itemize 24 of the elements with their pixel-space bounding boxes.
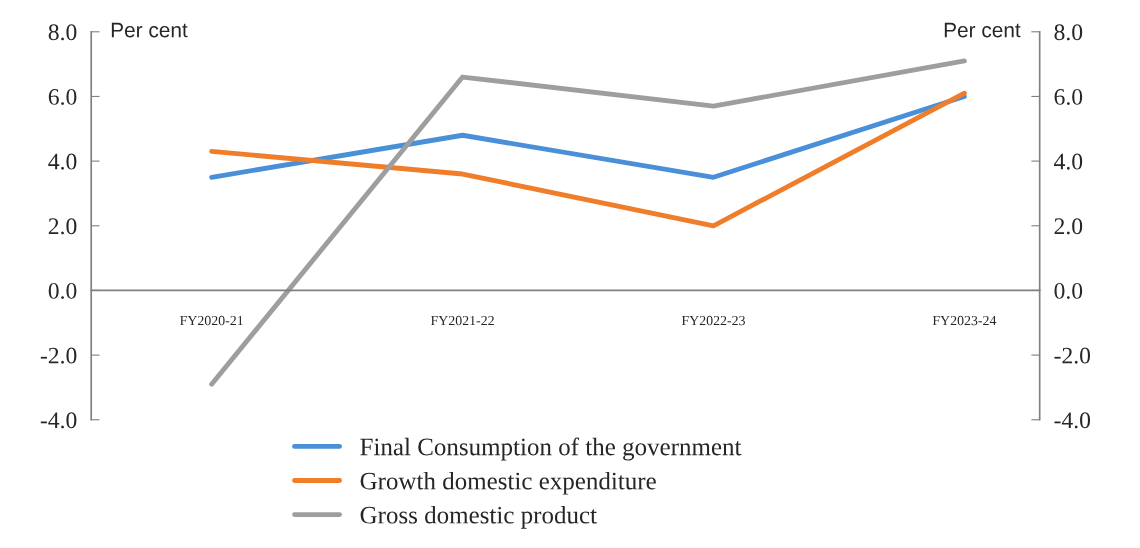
y2-tick-label: 0.0	[1054, 282, 1083, 299]
y2-tick-label: 4.0	[1054, 153, 1083, 170]
legend-label: Growth domestic expenditure	[360, 471, 656, 495]
legend-label: Gross domestic product	[360, 506, 597, 529]
y2-axis-title: Per cent	[944, 22, 1021, 38]
y2-tick-label: 2.0	[1054, 218, 1083, 235]
x-tick-label: FY2023-24	[932, 315, 997, 326]
y-tick-label: 0.0	[48, 282, 77, 299]
legend-label: Final Consumption of the government	[360, 437, 742, 461]
y2-tick-label: 8.0	[1054, 24, 1083, 41]
x-tick-label: FY2022-23	[681, 315, 745, 326]
y-tick-label: 2.0	[48, 218, 77, 235]
y-axis-title: Per cent	[111, 22, 188, 38]
y2-tick-label: 6.0	[1054, 88, 1083, 105]
y2-tick-label: -2.0	[1054, 347, 1091, 364]
line-series	[209, 90, 967, 229]
y-tick-label: -4.0	[40, 412, 77, 429]
y-tick-label: 6.0	[48, 88, 77, 105]
y-tick-label: -2.0	[40, 347, 77, 364]
x-tick-label: FY2020-21	[180, 315, 243, 326]
y2-tick-label: -4.0	[1054, 412, 1091, 429]
x-tick-label: FY2021-22	[430, 315, 494, 326]
y-tick-label: 8.0	[48, 24, 77, 41]
y-tick-label: 4.0	[48, 153, 77, 170]
